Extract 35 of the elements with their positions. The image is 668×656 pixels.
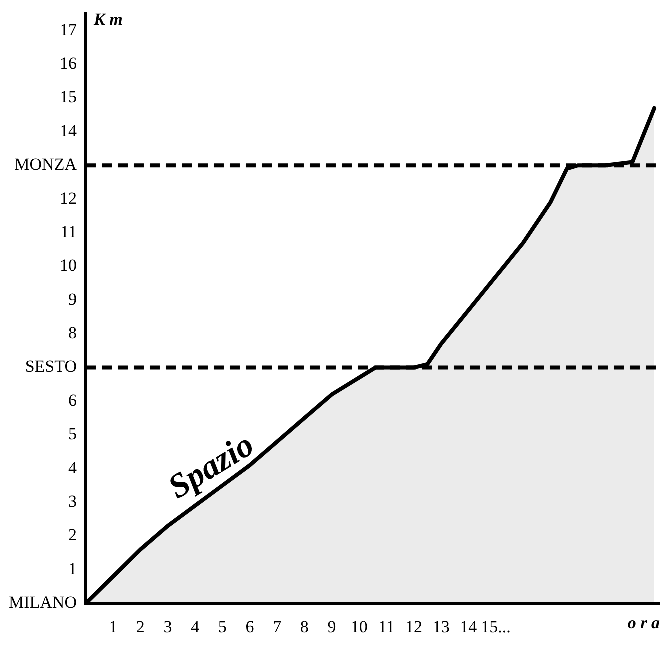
x-tick-label: 14 — [460, 617, 478, 636]
x-tick-label: 8 — [300, 617, 309, 636]
y-tick-label: 5 — [68, 424, 77, 444]
x-tick-label: 3 — [164, 617, 172, 636]
y-tick-label: 1 — [68, 559, 77, 578]
y-tick-label: 14 — [60, 121, 78, 140]
x-tick-label: 10 — [350, 617, 368, 636]
x-tick-label: 11 — [378, 617, 395, 636]
x-tick-label: 6 — [246, 617, 254, 636]
y-tick-label: 4 — [68, 458, 78, 478]
x-tick-label: 12 — [405, 617, 422, 636]
y-tick-label: 6 — [68, 390, 77, 410]
x-tick-label: 2 — [136, 617, 145, 636]
x-tick-label: 13 — [432, 617, 450, 636]
y-tick-label: 10 — [60, 256, 77, 276]
y-tick-label: SESTO — [25, 357, 77, 376]
y-tick-label: 3 — [68, 492, 77, 511]
x-tick-label: 15... — [481, 617, 511, 636]
y-tick-label: 12 — [60, 188, 77, 208]
y-tick-label: 15 — [60, 88, 77, 107]
x-tick-label: 4 — [191, 617, 200, 636]
x-axis-title: o r a — [628, 613, 660, 632]
y-tick-label: 16 — [60, 54, 77, 74]
y-tick-label: 2 — [68, 526, 77, 545]
x-tick-label: 1 — [109, 617, 118, 636]
x-tick-label: 9 — [328, 617, 336, 636]
y-axis-title: K m — [92, 10, 123, 29]
x-tick-label: 7 — [273, 617, 282, 636]
y-tick-label: 9 — [68, 290, 77, 309]
y-tick-label: 17 — [60, 20, 78, 40]
y-tick-label: 11 — [60, 222, 77, 242]
y-tick-label: MILANO — [8, 593, 77, 612]
y-tick-label: MONZA — [14, 155, 78, 174]
y-tick-label: 8 — [68, 324, 77, 343]
x-tick-label: 5 — [218, 617, 227, 636]
